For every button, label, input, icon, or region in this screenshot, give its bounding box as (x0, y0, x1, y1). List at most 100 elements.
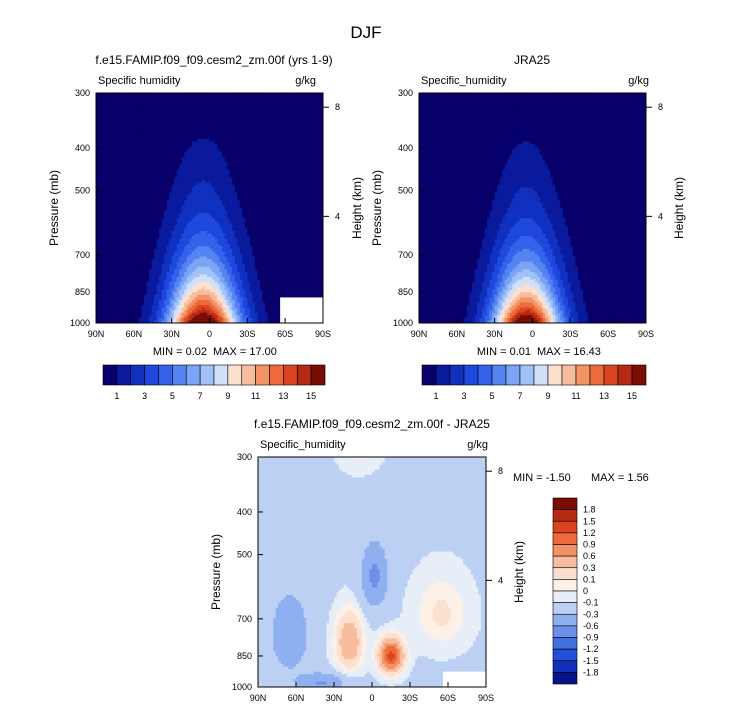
field-cell (252, 105, 256, 109)
field-cell (270, 121, 274, 125)
field-cell (237, 105, 241, 109)
field-cell (239, 218, 243, 222)
field-cell (307, 218, 311, 222)
field-cell (310, 172, 314, 176)
field-cell (264, 144, 269, 148)
field-cell (237, 108, 241, 112)
field-cell (317, 210, 322, 214)
field-cell (222, 126, 226, 130)
field-cell (244, 93, 248, 97)
field-cell (156, 202, 160, 207)
field-cell (275, 139, 279, 143)
field-cell (249, 156, 253, 161)
field-cell (270, 123, 274, 127)
field-cell (199, 151, 203, 155)
field-cell (257, 108, 261, 112)
field-cell (161, 121, 165, 125)
field-cell (217, 210, 221, 214)
field-cell (148, 231, 153, 235)
field-cell (118, 156, 122, 161)
field-cell (242, 126, 246, 130)
field-cell (302, 128, 306, 132)
field-cell (138, 228, 142, 232)
field-cell (295, 141, 299, 145)
field-cell (270, 164, 274, 168)
field-cell (249, 179, 253, 184)
field-cell (280, 93, 284, 97)
field-cell (254, 108, 259, 112)
field-cell (184, 233, 188, 237)
field-cell (191, 223, 195, 227)
field-cell (181, 187, 185, 191)
field-cell (320, 228, 323, 232)
field-cell (280, 139, 284, 143)
field-cell (270, 98, 274, 102)
field-cell (317, 103, 322, 107)
field-cell (277, 220, 281, 224)
field-cell (131, 113, 135, 117)
field-cell (174, 220, 178, 224)
field-cell (179, 103, 183, 107)
field-cell (126, 210, 130, 214)
field-cell (154, 213, 158, 217)
field-cell (300, 141, 304, 145)
field-cell (179, 182, 183, 186)
field-cell (138, 139, 142, 143)
field-cell (254, 139, 259, 143)
field-cell (270, 179, 274, 184)
field-cell (174, 174, 178, 178)
field-cell (270, 154, 274, 158)
field-cell (179, 131, 183, 135)
field-cell (280, 151, 284, 155)
field-cell (171, 177, 175, 181)
field-cell (224, 139, 228, 143)
field-cell (239, 154, 243, 158)
field-cell (295, 174, 299, 178)
field-cell (219, 133, 223, 138)
field-cell (224, 210, 228, 214)
field-cell (151, 200, 155, 204)
field-cell (282, 126, 286, 130)
field-cell (186, 151, 190, 155)
field-cell (307, 174, 311, 178)
field-cell (232, 223, 236, 227)
field-cell (315, 162, 319, 166)
field-cell (171, 215, 175, 219)
field-cell (275, 151, 279, 155)
field-cell (201, 231, 206, 235)
field-cell (148, 202, 153, 207)
field-cell (282, 159, 286, 163)
field-cell (189, 123, 193, 127)
field-cell (219, 162, 223, 166)
field-cell (244, 167, 248, 171)
field-cell (108, 149, 112, 153)
field-cell (282, 144, 286, 148)
field-cell (204, 185, 208, 189)
field-cell (305, 167, 309, 171)
field-cell (310, 228, 314, 232)
field-cell (164, 169, 168, 173)
field-cell (159, 215, 163, 219)
panel-model: f.e15.FAMIP.f09_f09.cesm2_zm.00f (yrs 1-… (47, 53, 364, 401)
field-cell (113, 172, 117, 176)
field-cell (234, 218, 238, 222)
field-cell (113, 208, 117, 212)
field-cell (224, 177, 228, 181)
field-cell (118, 103, 122, 107)
field-cell (234, 167, 238, 171)
field-cell (262, 210, 266, 214)
field-cell (123, 228, 127, 232)
field-cell (156, 167, 160, 171)
field-cell (186, 187, 190, 191)
field-cell (138, 118, 142, 122)
field-cell (113, 174, 117, 178)
field-cell (118, 126, 122, 130)
field-cell (154, 208, 158, 212)
field-cell (272, 128, 276, 132)
field-cell (141, 202, 145, 207)
field-cell (320, 151, 323, 155)
field-cell (201, 213, 206, 217)
field-cell (179, 98, 183, 102)
field-cell (300, 228, 304, 232)
field-cell (111, 154, 115, 158)
